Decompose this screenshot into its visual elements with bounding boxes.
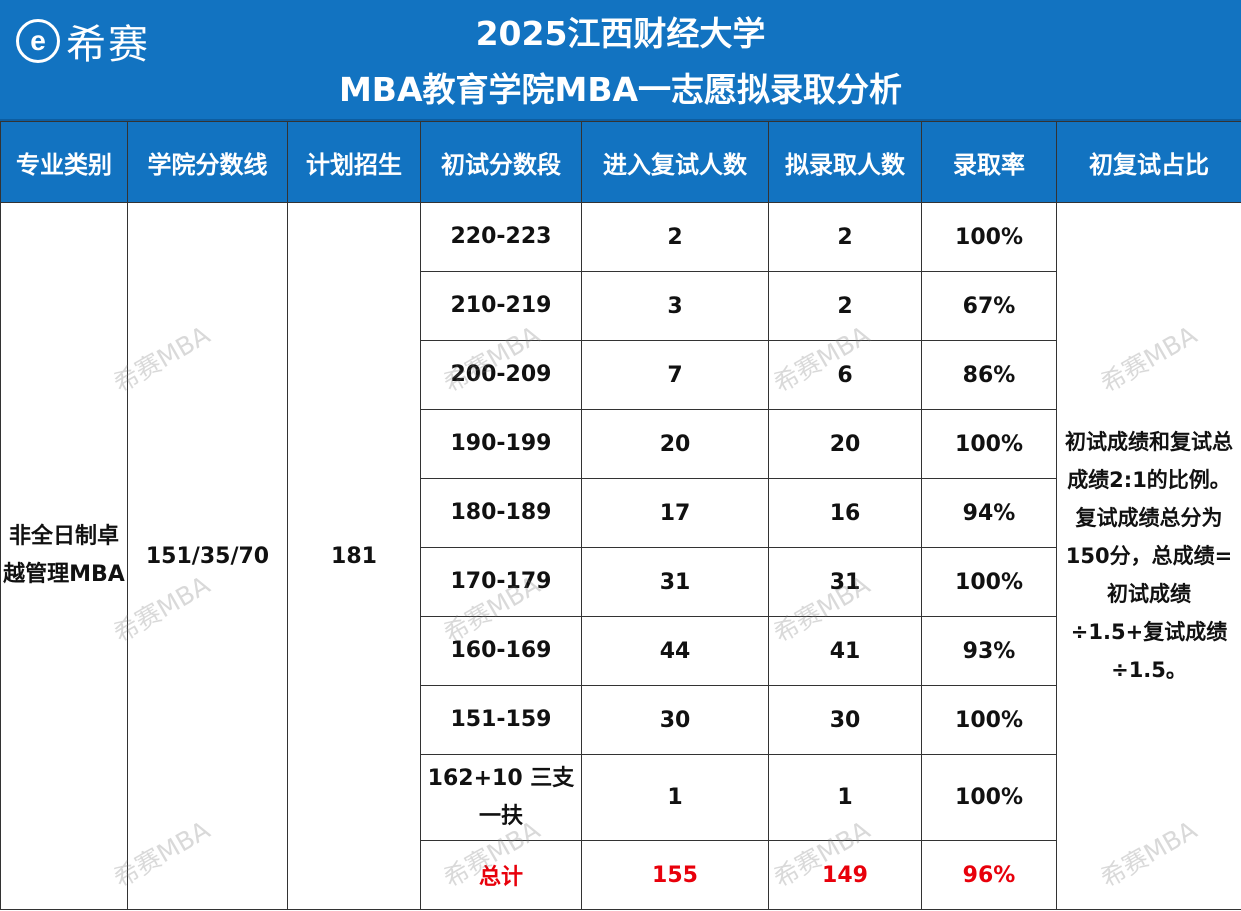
score-range-cell: 180-189 bbox=[420, 478, 582, 548]
major-cell: 非全日制卓越管理MBA bbox=[0, 202, 128, 910]
score-range-cell: 170-179 bbox=[420, 547, 582, 617]
header-row: 专业类别 学院分数线 计划招生 初试分数段 进入复试人数 拟录取人数 录取率 初复试占比 bbox=[0, 121, 1241, 203]
table-row: 非全日制卓越管理MBA 151/35/70 181 220-223 2 2 100% 初试成绩… bbox=[0, 202, 1241, 910]
retest-count-cell: 20 bbox=[581, 409, 769, 479]
table-row: 162+10 三支一扶 1 1 100% bbox=[1, 754, 1241, 841]
page-subtitle: MBA教育学院MBA一志愿拟录取分析 bbox=[338, 70, 903, 109]
admit-rate-cell: 93% bbox=[921, 616, 1057, 686]
admit-rate-cell: 100% bbox=[921, 202, 1057, 272]
admit-count-cell: 2 bbox=[768, 202, 922, 272]
plan-cell: 181 bbox=[287, 202, 421, 910]
admit-count-cell: 6 bbox=[768, 340, 922, 410]
admit-count-cell: 2 bbox=[768, 271, 922, 341]
admit-count-cell: 30 bbox=[768, 685, 922, 755]
column-header: 初复试占比 bbox=[1056, 121, 1241, 203]
admit-count-cell: 31 bbox=[768, 547, 922, 617]
score-range-cell: 160-169 bbox=[420, 616, 582, 686]
title-banner: e 希赛 2025江西财经大学 MBA教育学院MBA一志愿拟录取分析 bbox=[0, 0, 1241, 121]
total-rate: 96% bbox=[921, 840, 1057, 910]
logo-text: 希赛 bbox=[66, 22, 150, 68]
score-range-cell: 162+10 三支一扶 bbox=[420, 754, 582, 841]
score-range-cell: 220-223 bbox=[420, 202, 582, 272]
admit-rate-cell: 100% bbox=[921, 547, 1057, 617]
admit-rate-cell: 100% bbox=[921, 754, 1057, 841]
retest-count-cell: 31 bbox=[581, 547, 769, 617]
admit-count-cell: 16 bbox=[768, 478, 922, 548]
total-label: 总计 bbox=[420, 840, 582, 910]
table-row: 180-189 17 16 94% bbox=[1, 478, 1241, 548]
admit-count-cell: 41 bbox=[768, 616, 922, 686]
admit-rate-cell: 86% bbox=[921, 340, 1057, 410]
column-header: 拟录取人数 bbox=[768, 121, 922, 203]
xisai-logo: e 希赛 bbox=[16, 17, 150, 68]
score-range-cell: 210-219 bbox=[420, 271, 582, 341]
retest-count-cell: 2 bbox=[581, 202, 769, 272]
column-header: 录取率 bbox=[921, 121, 1057, 203]
retest-count-cell: 7 bbox=[581, 340, 769, 410]
page-title: 2025江西财经大学 bbox=[475, 14, 766, 53]
retest-count-cell: 30 bbox=[581, 685, 769, 755]
score-range-cell: 190-199 bbox=[420, 409, 582, 479]
admit-rate-cell: 100% bbox=[921, 409, 1057, 479]
column-header: 学院分数线 bbox=[127, 121, 288, 203]
column-header: 计划招生 bbox=[287, 121, 421, 203]
admission-table: 专业类别 学院分数线 计划招生 初试分数段 进入复试人数 拟录取人数 录取率 初复试占比 非全… bbox=[0, 121, 1241, 910]
total-row: 总计 155 149 96% bbox=[1, 840, 1241, 910]
admit-rate-cell: 94% bbox=[921, 478, 1057, 548]
total-admit: 149 bbox=[768, 840, 922, 910]
retest-count-cell: 1 bbox=[581, 754, 769, 841]
column-header: 专业类别 bbox=[0, 121, 128, 203]
ratio-note-cell: 初试成绩和复试总成绩2:1的比例。复试成绩总分为150分，总成绩=初试成绩÷1.… bbox=[1056, 202, 1241, 910]
score-range-cell: 151-159 bbox=[420, 685, 582, 755]
retest-count-cell: 3 bbox=[581, 271, 769, 341]
column-header: 进入复试人数 bbox=[581, 121, 769, 203]
cutoff-cell: 151/35/70 bbox=[127, 202, 288, 910]
admit-count-cell: 20 bbox=[768, 409, 922, 479]
column-header: 初试分数段 bbox=[420, 121, 582, 203]
admit-rate-cell: 67% bbox=[921, 271, 1057, 341]
retest-count-cell: 44 bbox=[581, 616, 769, 686]
logo-e-icon: e bbox=[16, 19, 60, 63]
admit-rate-cell: 100% bbox=[921, 685, 1057, 755]
score-range-cell: 200-209 bbox=[420, 340, 582, 410]
table-row: 210-219 3 2 67% bbox=[1, 271, 1241, 341]
total-retest: 155 bbox=[581, 840, 769, 910]
retest-count-cell: 17 bbox=[581, 478, 769, 548]
table-row: 160-169 44 41 93% bbox=[1, 616, 1241, 686]
admit-count-cell: 1 bbox=[768, 754, 922, 841]
